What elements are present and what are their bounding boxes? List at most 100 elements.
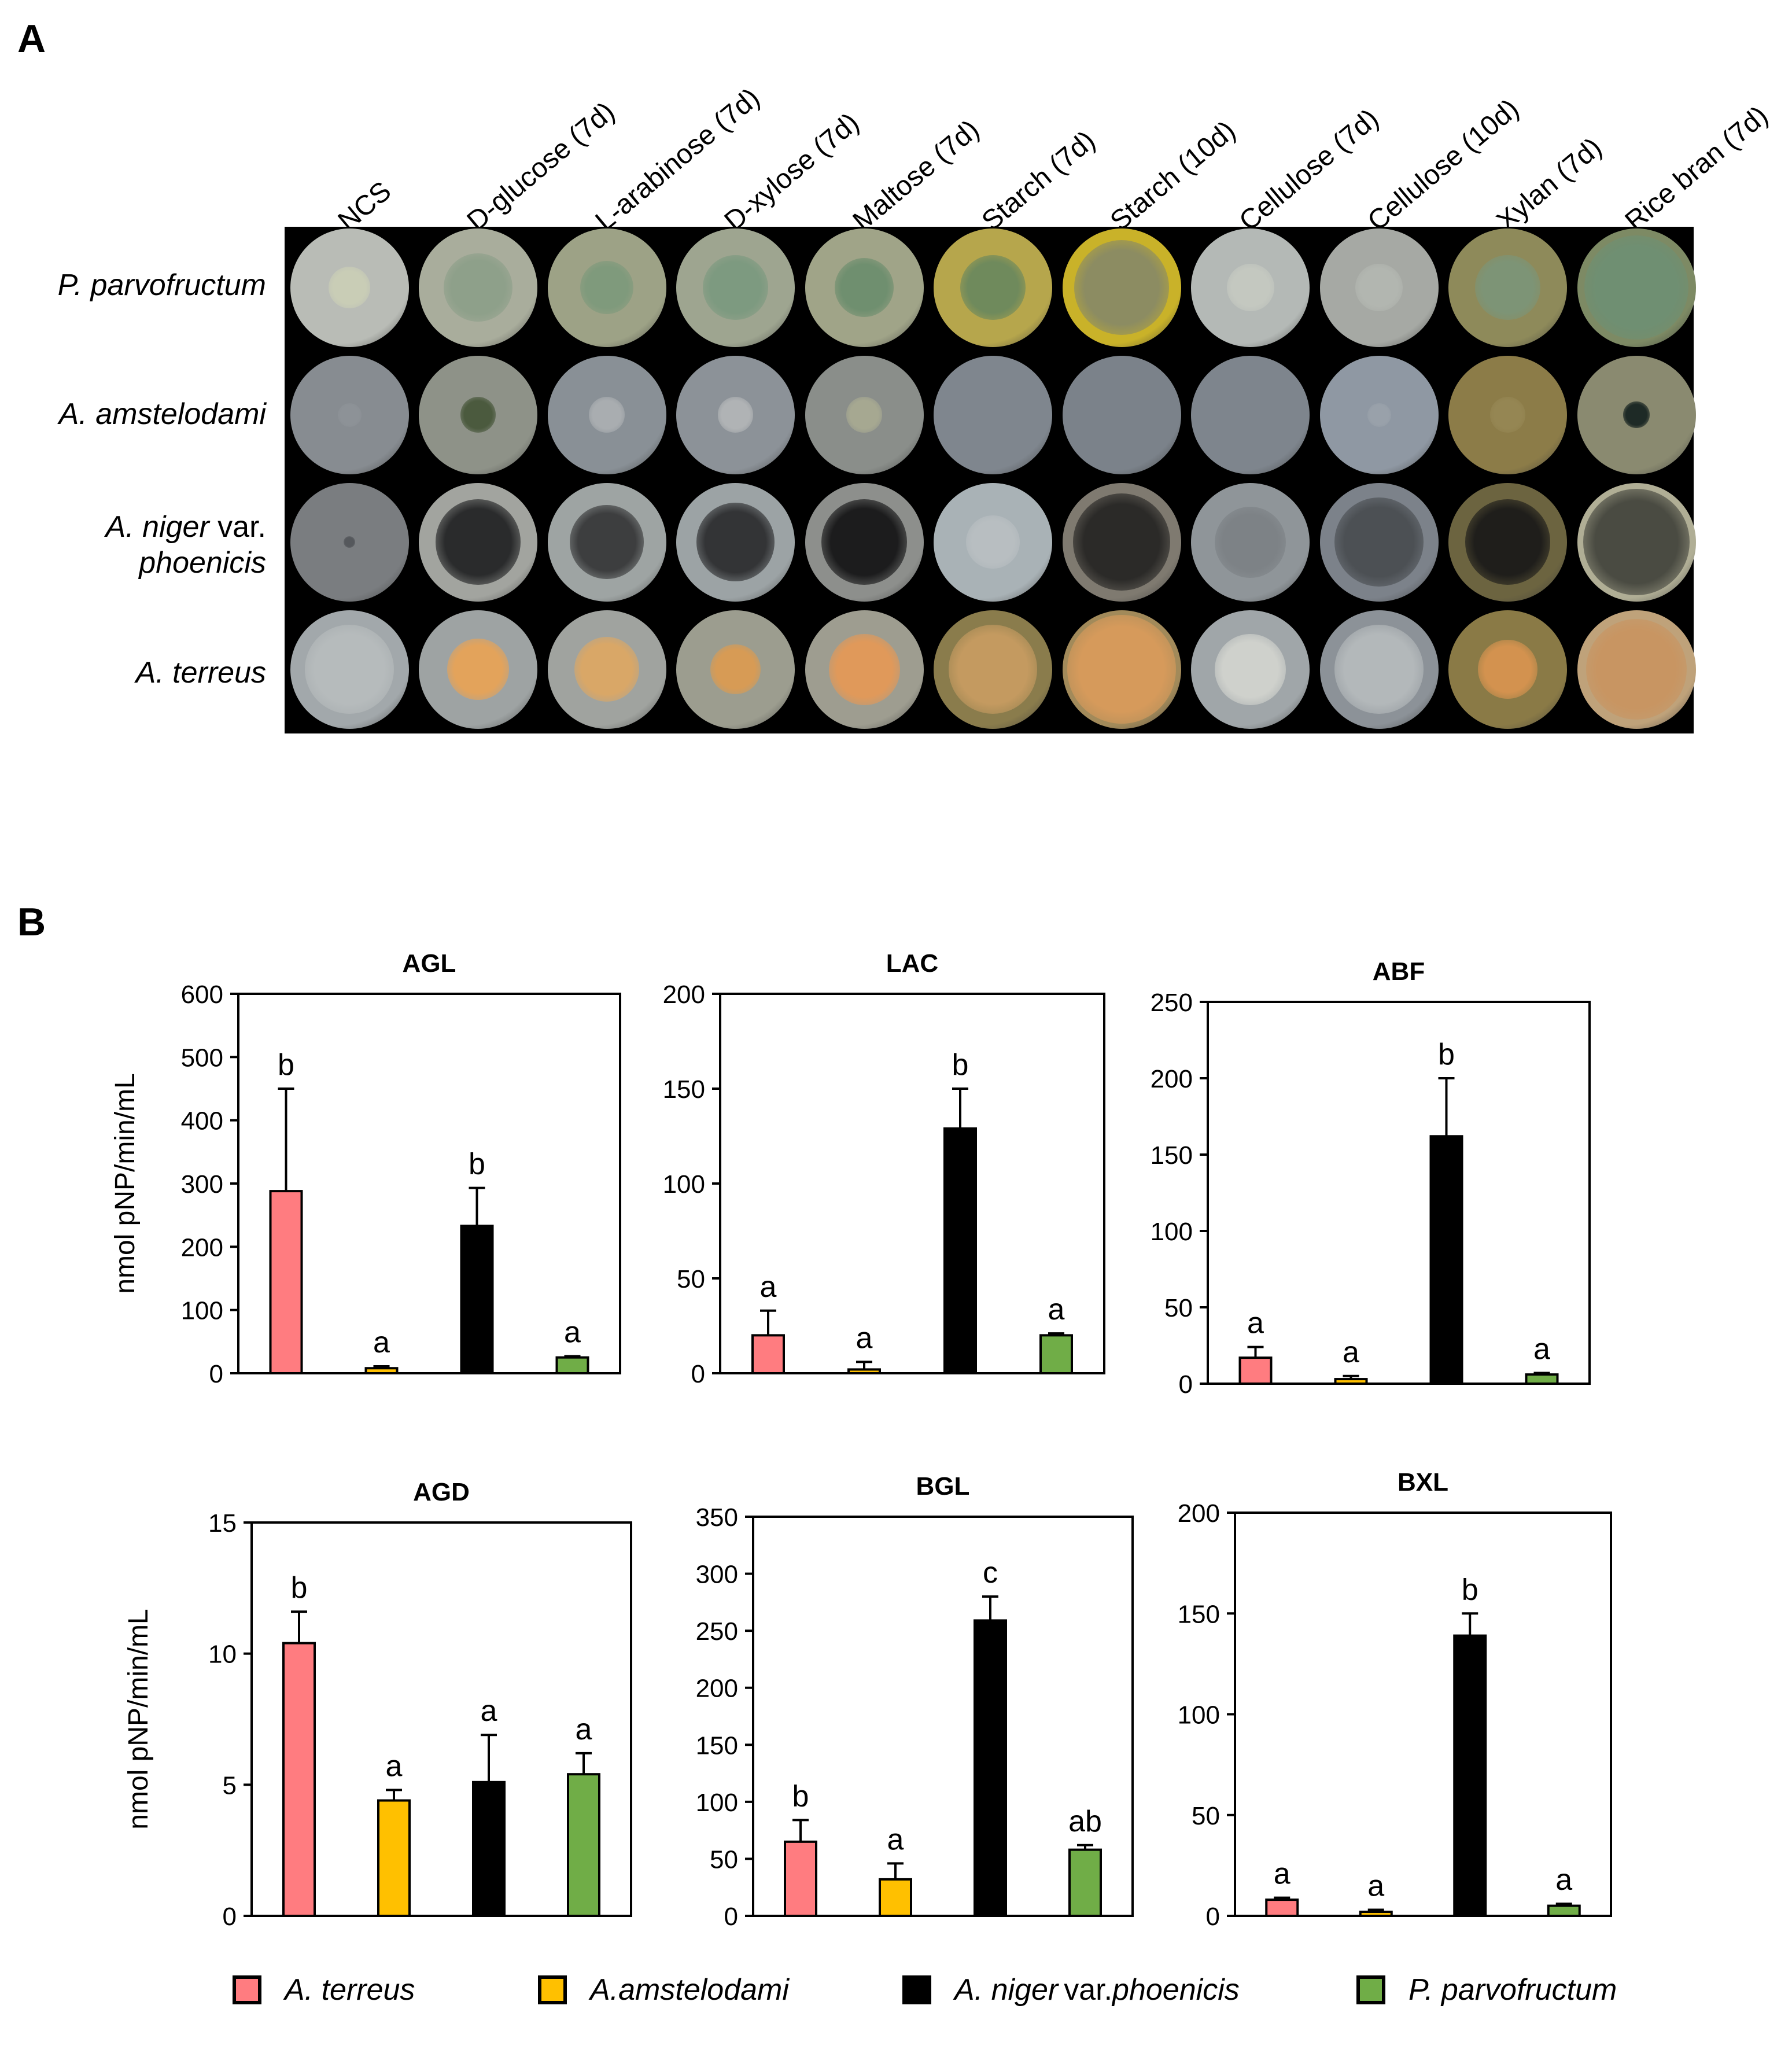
legend-swatch — [538, 1975, 567, 2004]
y-tick-label: 50 — [710, 1845, 738, 1874]
significance-letter: b — [291, 1571, 308, 1605]
bar — [460, 1225, 494, 1375]
significance-letter: a — [576, 1713, 592, 1746]
y-tick-label: 200 — [181, 1233, 223, 1262]
fungal-colony — [343, 536, 356, 548]
y-tick-label: 10 — [208, 1641, 237, 1669]
row-label: A. amstelodami — [58, 397, 266, 431]
significance-letter: ab — [1068, 1805, 1102, 1838]
y-tick-label: 0 — [209, 1360, 223, 1388]
y-tick-label: 100 — [1178, 1701, 1220, 1730]
y-tick-label: 300 — [181, 1170, 223, 1199]
y-tick-label: 0 — [223, 1903, 237, 1931]
legend-swatch — [902, 1975, 931, 2004]
y-tick-label: 600 — [181, 980, 223, 1009]
chart-title: AGL — [403, 949, 456, 978]
y-tick-label: 300 — [696, 1561, 738, 1589]
panel-b-letter: B — [17, 900, 46, 944]
fungal-colony — [834, 257, 894, 318]
plot-frame — [719, 993, 1105, 1374]
bar — [1334, 1378, 1368, 1385]
fungal-colony — [1072, 493, 1171, 591]
significance-letter: b — [952, 1048, 969, 1082]
significance-letter: b — [1462, 1573, 1478, 1606]
plot-frame — [250, 1521, 632, 1917]
fungal-colony — [444, 253, 512, 322]
y-tick-label: 0 — [691, 1360, 705, 1388]
fungal-colony — [1226, 264, 1274, 311]
y-tick-label: 150 — [696, 1731, 738, 1760]
fungal-colony — [821, 499, 907, 585]
plot-frame — [1234, 1512, 1612, 1917]
significance-letter: b — [792, 1779, 809, 1813]
bar — [1429, 1135, 1463, 1385]
fungal-colony — [1478, 639, 1537, 699]
y-tick-label: 200 — [696, 1675, 738, 1703]
row-label: A. niger var. phoenicis — [105, 510, 266, 580]
y-tick-label: 250 — [696, 1617, 738, 1646]
fungal-colony — [1489, 397, 1526, 433]
petri-plate-grid — [285, 227, 1696, 733]
fungal-colony — [435, 499, 521, 585]
significance-letter: a — [386, 1749, 403, 1783]
row-label: A. terreus — [135, 656, 266, 690]
fungal-colony — [1215, 633, 1286, 705]
y-tick-label: 250 — [1151, 989, 1193, 1017]
y-tick-label: 150 — [1151, 1141, 1193, 1170]
bar — [1039, 1334, 1073, 1374]
fungal-colony — [1334, 625, 1424, 714]
bar — [1359, 1911, 1393, 1918]
fungal-colony — [1115, 408, 1128, 421]
bar — [555, 1356, 589, 1375]
bar — [879, 1878, 912, 1918]
fungal-colony — [589, 397, 625, 433]
y-tick-label: 150 — [1178, 1600, 1220, 1628]
legend-item: A.amstelodami — [538, 1973, 789, 2007]
fungal-colony — [329, 267, 370, 308]
significance-letter: a — [1274, 1857, 1290, 1891]
fungal-colony — [447, 638, 509, 701]
fungal-colony — [710, 644, 761, 695]
chart-title: BXL — [1398, 1468, 1448, 1496]
fungal-colony — [846, 397, 882, 433]
fungal-colony — [1584, 235, 1689, 340]
bar — [784, 1840, 817, 1918]
bar — [1265, 1898, 1299, 1918]
y-tick-label: 350 — [696, 1503, 738, 1532]
fungal-colony — [948, 625, 1038, 714]
fungal-colony — [696, 503, 775, 581]
y-tick-label: 0 — [1206, 1903, 1220, 1931]
fungal-colony — [1355, 264, 1403, 311]
fungal-colony — [570, 505, 644, 579]
legend-item: A. niger var. phoenicis — [902, 1973, 1240, 2007]
y-tick-label: 200 — [663, 980, 705, 1009]
plot-frame — [1207, 1001, 1591, 1385]
bar — [472, 1780, 506, 1918]
significance-letter: b — [469, 1148, 485, 1181]
fungal-colony — [1367, 403, 1391, 427]
y-axis-label: nmol pNP/min/mL — [123, 1609, 154, 1829]
significance-letter: a — [760, 1270, 777, 1304]
bar — [751, 1334, 785, 1374]
y-tick-label: 15 — [208, 1509, 237, 1538]
bar — [1547, 1904, 1581, 1917]
significance-letter: a — [1555, 1863, 1572, 1897]
y-tick-label: 500 — [181, 1044, 223, 1072]
fungal-colony — [1074, 240, 1169, 335]
fungal-colony — [987, 408, 999, 421]
significance-letter: a — [481, 1694, 497, 1728]
fungal-colony — [703, 255, 768, 320]
y-tick-label: 100 — [663, 1170, 705, 1199]
fungal-colony — [1465, 499, 1551, 585]
bar — [943, 1127, 977, 1374]
chart-title: BGL — [916, 1472, 970, 1501]
y-tick-label: 100 — [1151, 1218, 1193, 1246]
y-tick-label: 50 — [677, 1265, 705, 1293]
significance-letter: a — [564, 1315, 581, 1349]
legend-item: A. terreus — [233, 1973, 415, 2007]
significance-letter: b — [1438, 1038, 1455, 1071]
y-tick-label: 5 — [223, 1771, 237, 1800]
fungal-colony — [828, 633, 900, 705]
fungal-colony — [1623, 401, 1650, 428]
